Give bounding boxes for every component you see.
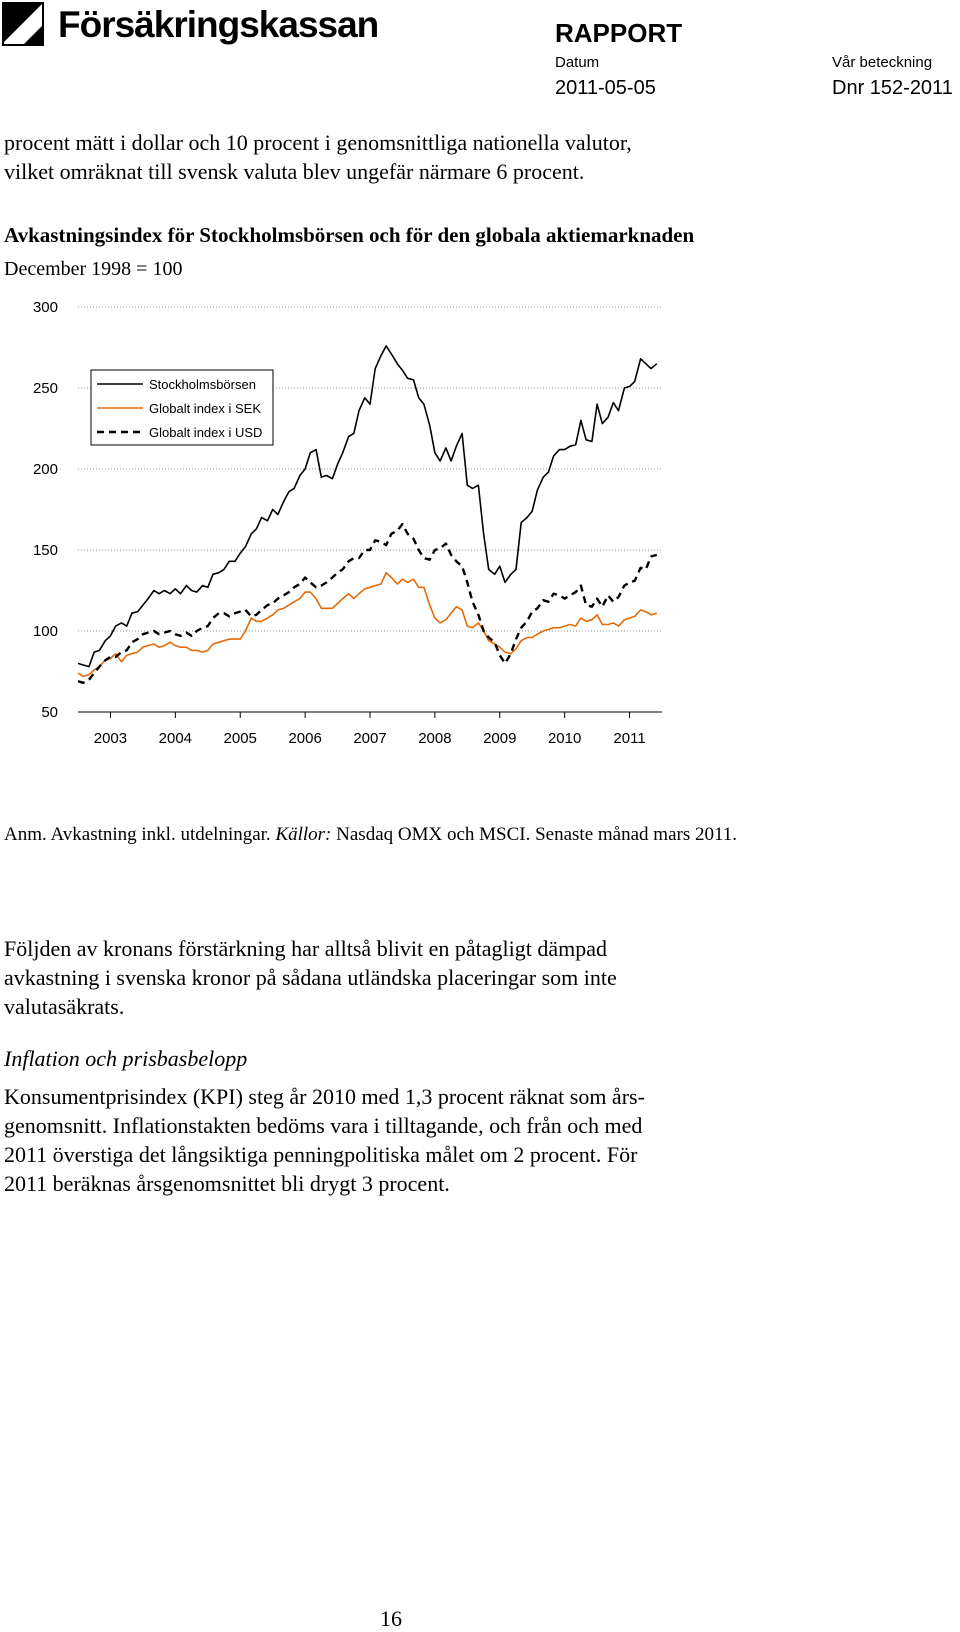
y-tick-label: 250 (33, 380, 58, 397)
paragraph-intro: procent mätt i dollar och 10 procent i g… (4, 128, 954, 186)
x-tick-label: 2010 (548, 730, 581, 747)
x-tick-label: 2006 (288, 730, 321, 747)
paragraph-line: Följden av kronans förstärkning har allt… (4, 936, 608, 961)
date-value: 2011-05-05 (555, 77, 656, 99)
legend-label: Stockholmsbörsen (149, 377, 256, 392)
paragraph-line: Konsumentprisindex (KPI) steg år 2010 me… (4, 1084, 645, 1109)
logo (2, 2, 44, 46)
paragraph-currency: Följden av kronans förstärkning har allt… (4, 934, 954, 1021)
paragraph-line: 2011 beräknas årsgenomsnittet bli drygt … (4, 1171, 450, 1196)
legend-label: Globalt index i USD (149, 425, 262, 440)
y-tick-label: 50 (41, 704, 58, 721)
x-tick-label: 2009 (483, 730, 516, 747)
line-chart: 50 100 150 200 250 300 2003 2004 2005 2006 2007 200… (0, 299, 720, 790)
y-tick-label: 150 (33, 542, 58, 559)
x-tick-label: 2003 (94, 730, 127, 747)
chart-canvas: 50 100 150 200 250 300 2003 2004 2005 2006 2007 200… (33, 299, 662, 747)
paragraph-line: vilket omräknat till svensk valuta blev … (4, 159, 585, 184)
paragraph-line: procent mätt i dollar och 10 procent i g… (4, 130, 632, 155)
section-heading: Inflation och prisbasbelopp (4, 1046, 248, 1071)
date-label: Datum (555, 54, 600, 71)
x-tick-label: 2005 (224, 730, 257, 747)
brand-name: Försäkringskassan (58, 4, 379, 45)
chart-title: Avkastningsindex för Stockholmsbörsen oc… (4, 223, 695, 247)
reference-value: Dnr 152-2011 (832, 77, 953, 99)
reference-label: Vår beteckning (832, 54, 933, 71)
house-roof-icon (2, 2, 44, 46)
series-line-1 (77, 345, 658, 668)
note-sources-label: Källor: (275, 824, 332, 845)
paragraph-line: avkastning i svenska kronor på sådana ut… (4, 965, 617, 990)
paragraph-line: 2011 överstiga det långsiktiga penningpo… (4, 1142, 638, 1167)
chart-subtitle: December 1998 = 100 (4, 258, 183, 280)
page-number: 16 (380, 1606, 402, 1631)
paragraph-line: genomsnitt. Inflationstakten bedöms vara… (4, 1113, 643, 1138)
chart-note: Anm. Avkastning inkl. utdelningar. Källo… (4, 821, 784, 848)
y-tick-label: 300 (33, 300, 58, 316)
paragraph-inflation: Konsumentprisindex (KPI) steg år 2010 me… (4, 1082, 764, 1198)
x-tick-label: 2011 (613, 730, 645, 747)
paragraph-line: valutasäkrats. (4, 994, 125, 1019)
report-label: RAPPORT (555, 18, 683, 48)
y-tick-label: 200 (33, 461, 58, 478)
series-line-2 (77, 571, 658, 678)
y-tick-label: 100 (33, 623, 58, 640)
x-tick-label: 2007 (353, 730, 386, 747)
note-prefix: Anm. Avkastning inkl. utdelningar. (4, 824, 276, 845)
x-tick-label: 2004 (159, 730, 192, 747)
legend-label: Globalt index i SEK (149, 401, 261, 416)
x-tick-label: 2008 (418, 730, 451, 747)
note-sources: Nasdaq OMX och MSCI. Senaste månad mars … (331, 824, 738, 845)
series-line-3 (77, 522, 658, 684)
